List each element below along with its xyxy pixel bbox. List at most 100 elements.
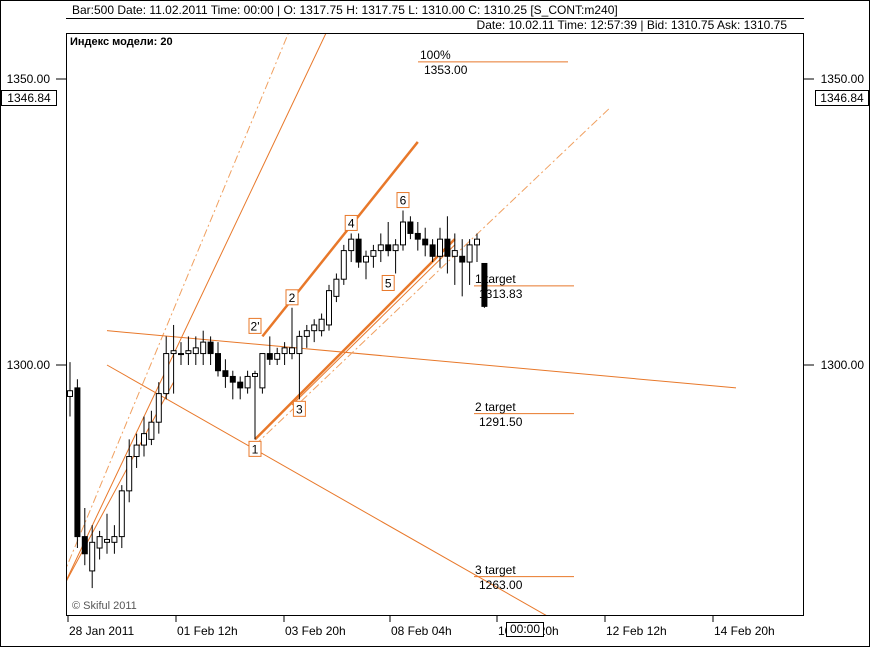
wave-box-3 [285, 289, 299, 306]
candle-body-14 [163, 353, 170, 395]
candle-body-1 [67, 390, 73, 397]
wave-box-5 [344, 214, 358, 231]
candle-body-31 [289, 347, 295, 355]
candle-body-29 [274, 353, 281, 360]
price-tag-left: 1346.84 [1, 90, 57, 106]
candle-body-38 [340, 250, 347, 280]
xtick-label-2: 01 Feb 12h [177, 624, 238, 638]
wave-box-7 [396, 192, 410, 209]
trendline-6 [254, 238, 456, 441]
model-index: Индекс модели: 20 [70, 36, 173, 48]
candle-body-22 [222, 370, 229, 377]
candle-body-50 [429, 244, 436, 257]
candle-body-21 [215, 353, 221, 372]
candle-body-5 [96, 536, 103, 549]
wave-labels: 1 2' 2 3 4 5 6 [248, 192, 410, 457]
price-tag-right: 1346.84 [815, 90, 869, 106]
candle-body-48 [414, 232, 421, 240]
xtick-label-7: 14 Feb 20h [714, 624, 775, 638]
trendline-4 [106, 330, 737, 389]
trendline-9 [291, 244, 456, 406]
candle-body-49 [422, 238, 429, 246]
target-label-2: 1 target [475, 272, 516, 286]
xtick-label-1: 28 Jan 2011 [69, 624, 134, 638]
target-label-3: 2 target [475, 400, 516, 414]
candle-body-19 [200, 341, 207, 355]
ytick-label-right-1: 1300.00 [821, 358, 865, 372]
candle-body-36 [326, 290, 332, 326]
time-marker-text: 00:00 [510, 622, 540, 636]
candle-body-41 [363, 255, 369, 263]
candle-body-15 [170, 350, 177, 355]
wave-label-4: 3 [296, 402, 303, 416]
candle-body-28 [266, 353, 273, 360]
candle-body-12 [148, 421, 155, 440]
candle-body-25 [244, 375, 251, 389]
target-value-1: 1353.00 [424, 63, 468, 77]
trendline-5 [106, 364, 547, 615]
candle-body-53 [451, 250, 458, 257]
candle-body-42 [370, 250, 377, 257]
candle-body-2 [74, 387, 81, 538]
candle-body-56 [474, 238, 480, 246]
price-tag-right-text: 1346.84 [820, 91, 864, 105]
wave-label-6: 5 [385, 276, 392, 290]
candle-body-39 [348, 238, 355, 252]
ytick-label-left-2: 1350.00 [7, 72, 51, 86]
wave-label-1: 1 [252, 442, 259, 456]
candle-body-47 [407, 221, 414, 234]
wave-box-2 [248, 317, 262, 334]
candle-body-46 [400, 221, 406, 246]
copyright: © Skiful 2011 [72, 600, 137, 612]
target-value-4: 1263.00 [479, 578, 523, 592]
candle-body-40 [355, 238, 362, 263]
target-value-3: 1291.50 [479, 415, 523, 429]
candle-body-37 [333, 278, 340, 297]
ytick-label-right-2: 1350.00 [821, 72, 865, 86]
candle-body-11 [141, 433, 147, 446]
candle-body-20 [207, 341, 214, 355]
candle-body-18 [192, 347, 199, 355]
candle-body-45 [392, 244, 399, 252]
candle-body-13 [155, 393, 162, 423]
candle-body-27 [259, 353, 266, 389]
candle-body-23 [229, 375, 236, 383]
axes: 1300.00 1300.00 1350.00 1350.00 28 Jan 2011 0… [7, 72, 865, 638]
candle-body-34 [311, 324, 318, 332]
candle-body-24 [237, 381, 244, 389]
wave-box-6 [381, 274, 395, 291]
target-label-1: 100% [420, 48, 451, 62]
candle-body-57 [481, 262, 488, 307]
wave-box-1 [248, 440, 262, 457]
trendline-1 [67, 381, 175, 581]
xtick-label-3: 03 Feb 20h [285, 624, 346, 638]
candle-body-17 [185, 350, 192, 355]
wave-label-2: 2' [251, 319, 260, 333]
candle-body-51 [437, 238, 443, 257]
target-value-2: 1313.83 [479, 287, 523, 301]
candles [67, 210, 488, 589]
header-line-1: Bar:500 Date: 11.02.2011 Time: 00:00 | O… [72, 3, 618, 17]
candle-body-8 [118, 490, 125, 538]
trendline-8 [254, 107, 611, 446]
candle-body-6 [104, 538, 110, 543]
candle-body-30 [281, 347, 288, 355]
wave-label-3: 2 [289, 291, 296, 305]
ytick-label-left-1: 1300.00 [7, 358, 51, 372]
candle-body-16 [178, 353, 184, 356]
wave-label-5: 4 [348, 216, 355, 230]
candle-body-9 [126, 456, 133, 492]
candle-body-32 [296, 335, 303, 355]
target-label-4: 3 target [475, 563, 516, 577]
candle-body-55 [466, 244, 473, 263]
candle-body-44 [385, 244, 392, 252]
trendline-2 [67, 34, 327, 580]
candle-body-26 [252, 373, 258, 377]
wave-label-7: 6 [400, 194, 407, 208]
candle-body-7 [111, 536, 118, 543]
xtick-label-6: 12 Feb 12h [606, 624, 667, 638]
candle-body-43 [377, 244, 384, 252]
candle-body-4 [89, 541, 96, 572]
